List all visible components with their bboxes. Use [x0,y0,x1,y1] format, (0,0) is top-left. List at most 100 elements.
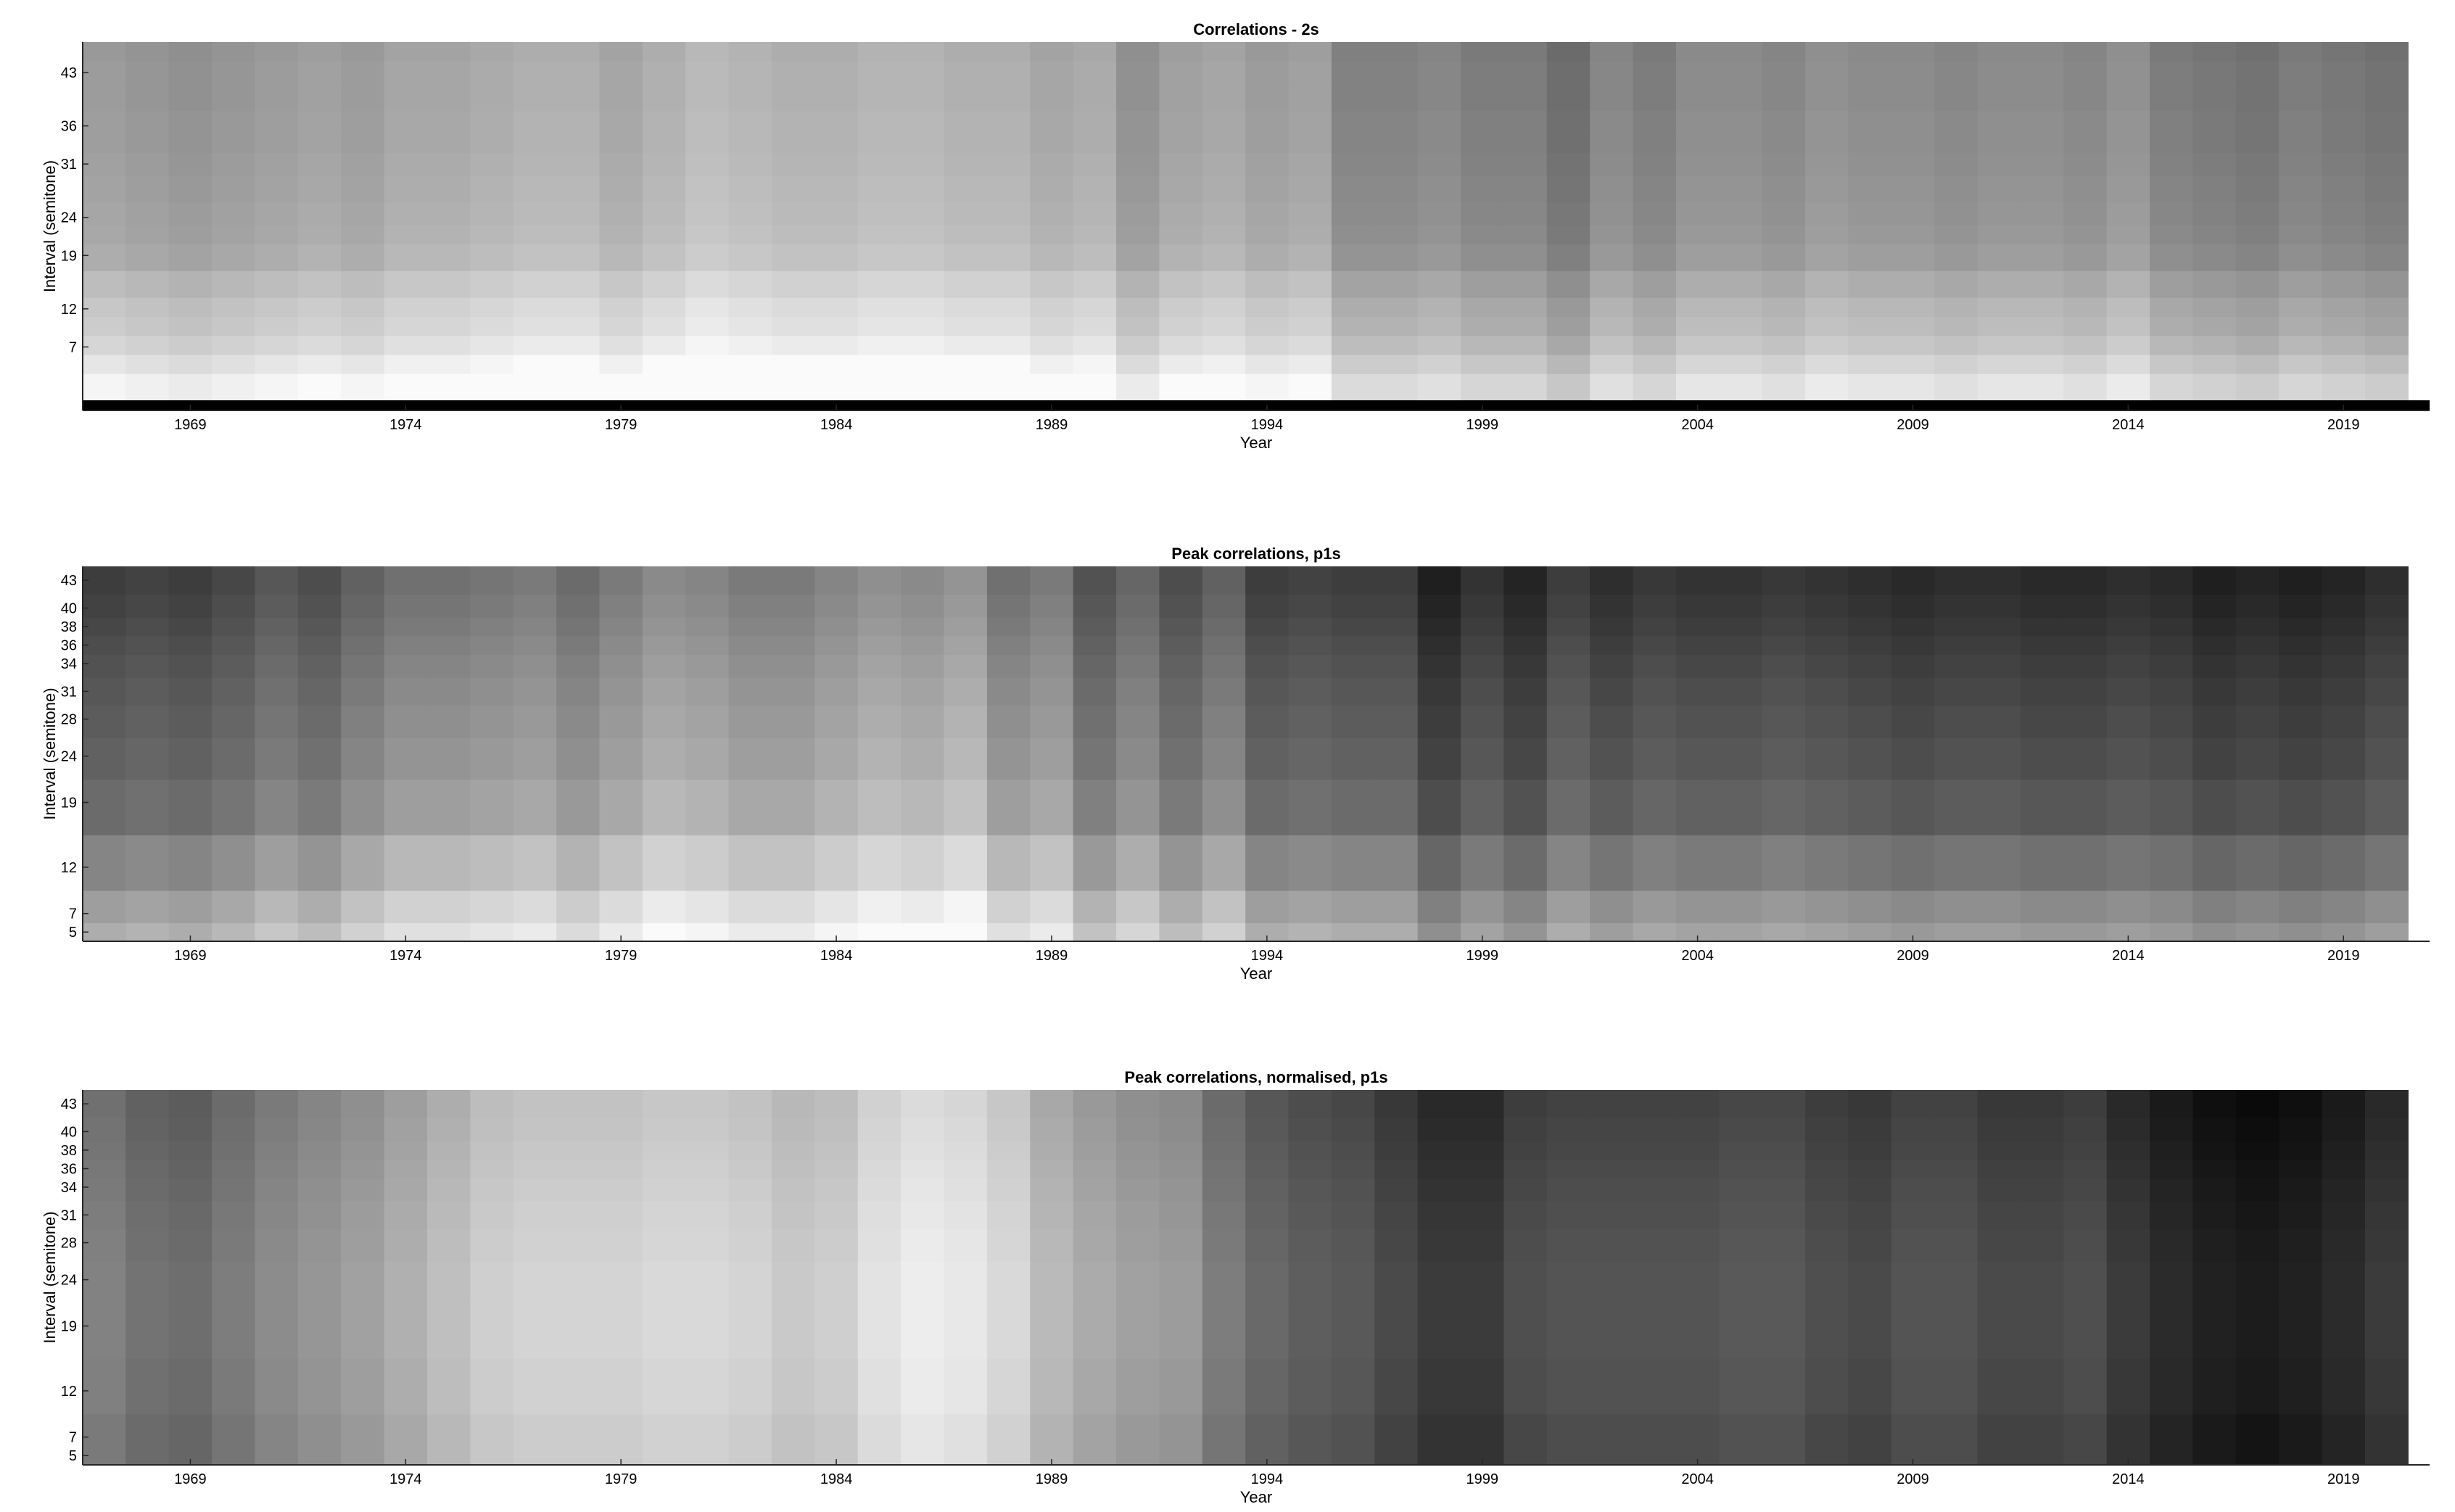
heatmap-cell [1805,677,1849,706]
heatmap-cell [255,1178,299,1202]
heatmap-cell [427,1201,471,1230]
heatmap-cell [1977,1228,2021,1262]
heatmap-cell [772,594,815,618]
heatmap-cell [1374,654,1419,678]
heatmap-cell [1202,335,1246,355]
heatmap-cell [2364,1302,2409,1359]
heatmap-cell [1546,1159,1590,1178]
heatmap-cell [2279,566,2323,595]
heatmap-cell [384,297,428,317]
heatmap-cell [1159,133,1203,154]
heatmap-cell [772,566,815,595]
heatmap-cell [255,270,299,298]
heatmap-cell [1675,1178,1720,1202]
heatmap-cell [857,83,901,112]
heatmap-cell [1719,83,1763,112]
heatmap-cell [470,373,514,401]
heatmap-cell [168,110,213,134]
heatmap-cell [556,1159,601,1178]
heatmap-cell [986,202,1031,226]
heatmap-cell [1245,1413,1290,1447]
heatmap-cell [1891,835,1935,891]
heatmap-cell [2106,202,2150,226]
heatmap-cell [1805,635,1849,655]
heatmap-cell [1461,654,1505,678]
heatmap-cell [814,1159,859,1178]
heatmap-cell [1331,779,1375,835]
heatmap-cell [1030,110,1074,134]
heatmap-cell [427,354,471,374]
heatmap-cell [1202,316,1246,336]
heatmap-cell [2235,779,2279,835]
heatmap-cell [2150,1302,2194,1359]
heatmap-cell [642,594,686,618]
heatmap-cell [1288,316,1332,336]
heatmap-cell [1546,83,1590,112]
heatmap-cell [2150,779,2194,835]
heatmap-cell [125,922,170,942]
heatmap-cell [642,373,686,401]
heatmap-cell [83,1159,126,1178]
heatmap-cell [2364,373,2409,401]
heatmap-cell [1073,61,1117,85]
heatmap-cell [1417,270,1461,298]
heatmap-cell [2192,635,2237,655]
heatmap-cell [857,779,901,835]
heatmap-cell [1590,1159,1634,1178]
heatmap-cell [1116,617,1160,637]
heatmap-cell [1417,890,1461,924]
heatmap-cell [2322,635,2366,655]
heatmap-cell [1546,1228,1590,1262]
heatmap-cell [1116,152,1160,176]
heatmap-cell [2322,617,2366,637]
heatmap-cell [1030,1302,1074,1359]
heatmap-cell [2364,42,2409,62]
x-tick-label: 1994 [1251,948,1284,964]
heatmap-cell [2063,244,2108,271]
heatmap-cell [2322,270,2366,298]
heatmap-cell [470,738,514,780]
heatmap-cell [599,202,643,226]
y-tick-label: 36 [61,638,77,654]
heatmap-cell [1891,1159,1935,1178]
heatmap-cell [556,594,601,618]
heatmap-cell [297,654,342,678]
heatmap-cell [1116,373,1160,401]
heatmap-cell [2020,922,2064,942]
heatmap-cell [212,270,256,298]
heatmap-cell [1030,617,1074,637]
heatmap-cell [2235,270,2279,298]
heatmap-cell [1245,890,1290,924]
heatmap-cell [2322,316,2366,336]
heatmap-cell [685,922,730,942]
heatmap-cell [255,354,299,374]
heatmap-cell [1546,779,1590,835]
heatmap-cell [728,566,772,595]
heatmap-cell [427,654,471,678]
heatmap-cell [212,133,256,154]
heatmap-cell [1245,1090,1290,1118]
x-tick-label: 1999 [1466,948,1498,964]
heatmap-cell [772,335,815,355]
heatmap-cell [1848,202,1892,226]
heatmap-cell [1202,1358,1246,1415]
heatmap-cell [2192,890,2237,924]
heatmap-cell [2020,152,2064,176]
x-tick-label: 1974 [389,417,422,433]
heatmap-cell [1977,270,2021,298]
heatmap-cell [297,1090,342,1118]
heatmap-cell [470,1159,514,1178]
heatmap-cell [2063,152,2108,176]
heatmap-cell [1503,705,1548,738]
heatmap-cell [728,835,772,891]
heatmap-cell [1202,1446,1246,1466]
heatmap-cell [2150,110,2194,134]
heatmap-cell [1546,835,1590,891]
heatmap-cell [556,316,601,336]
heatmap-cell [772,890,815,924]
heatmap-cell [1891,738,1935,780]
heatmap-cell [556,1261,601,1304]
heatmap-cell [1159,1358,1203,1415]
heatmap-cell [1891,42,1935,62]
y-tick-label: 7 [69,1430,77,1446]
